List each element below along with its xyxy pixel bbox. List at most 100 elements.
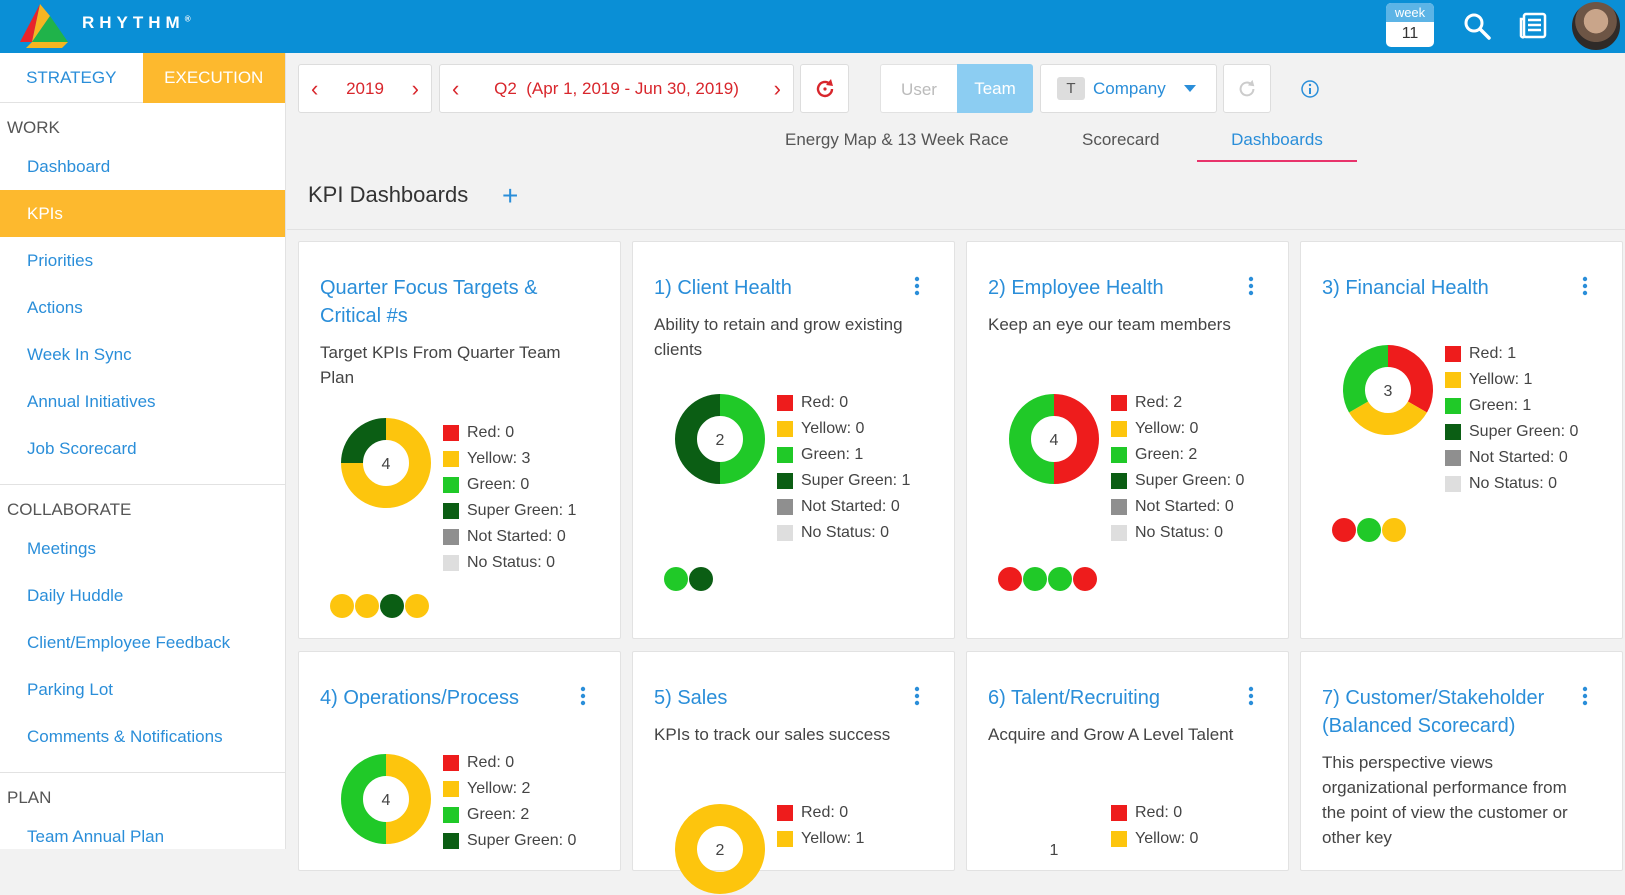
legend-item-green: Green: 0 xyxy=(443,472,576,498)
legend-label: Green: 1 xyxy=(801,446,864,463)
kpi-status-dot[interactable] xyxy=(998,567,1022,591)
dashboard-card: Quarter Focus Targets & Critical #s Targ… xyxy=(298,241,621,639)
card-description: This perspective views organizational pe… xyxy=(1322,753,1568,847)
kpi-status-dot[interactable] xyxy=(1332,518,1356,542)
legend-label: Super Green: 0 xyxy=(1469,423,1579,440)
card-title[interactable]: 5) Sales xyxy=(654,687,728,709)
week-indicator[interactable]: week 11 xyxy=(1386,3,1434,47)
more-vertical-icon[interactable] xyxy=(1248,686,1254,706)
kpi-status-dot[interactable] xyxy=(1023,567,1047,591)
info-icon[interactable] xyxy=(1300,79,1320,99)
sidebar-item-comments-notifications[interactable]: Comments & Notifications xyxy=(27,727,223,746)
card-title[interactable]: 7) Customer/Stakeholder (Balanced Scorec… xyxy=(1322,687,1545,737)
legend-swatch xyxy=(777,421,793,437)
card-title[interactable]: Quarter Focus Targets & Critical #s xyxy=(320,277,538,327)
week-number: 11 xyxy=(1401,25,1419,42)
tab-scorecard[interactable]: Scorecard xyxy=(1082,130,1160,149)
legend-item-yellow: Yellow: 1 xyxy=(777,826,864,852)
sidebar-item-week-in-sync[interactable]: Week In Sync xyxy=(27,345,132,364)
donut-segment-green xyxy=(1343,345,1389,413)
sidebar-item-feedback[interactable]: Client/Employee Feedback xyxy=(27,633,231,652)
legend-item-not-started: Not Started: 0 xyxy=(443,524,576,550)
view-user-button[interactable]: User xyxy=(880,64,957,113)
kpi-status-dot[interactable] xyxy=(355,594,379,618)
tab-dashboards[interactable]: Dashboards xyxy=(1197,130,1357,162)
legend-swatch xyxy=(443,807,459,823)
kpi-status-dot[interactable] xyxy=(330,594,354,618)
dashboard-card: 3) Financial Health 3 Red: 1 Yellow: 1 Gre… xyxy=(1300,241,1623,639)
kpi-status-dot[interactable] xyxy=(689,567,713,591)
user-avatar[interactable] xyxy=(1570,0,1622,52)
legend-item-super-green: Super Green: 1 xyxy=(443,498,576,524)
more-vertical-icon[interactable] xyxy=(580,686,586,706)
kpi-status-dot[interactable] xyxy=(380,594,404,618)
kpi-status-dot[interactable] xyxy=(1073,567,1097,591)
legend-swatch xyxy=(443,477,459,493)
legend-item-not-started: Not Started: 0 xyxy=(777,494,910,520)
sidebar-item-daily-huddle[interactable]: Daily Huddle xyxy=(27,586,124,605)
legend-label: No Status: 0 xyxy=(1469,475,1558,492)
refresh-button[interactable] xyxy=(800,64,849,113)
view-team-button[interactable]: Team xyxy=(957,64,1033,113)
sidebar-item-meetings[interactable]: Meetings xyxy=(27,539,96,558)
kpi-status-dot[interactable] xyxy=(1357,518,1381,542)
sidebar-item-dashboard[interactable]: Dashboard xyxy=(27,157,111,176)
quarter-prev-button[interactable]: ‹ xyxy=(452,75,460,101)
status-donut-chart: 1 xyxy=(1050,842,1059,859)
sidebar-item-kpis[interactable]: KPIs xyxy=(0,190,285,237)
legend-item-yellow: Yellow: 2 xyxy=(443,776,576,802)
add-dashboard-button[interactable]: + xyxy=(502,180,519,211)
rhythm-logo-icon[interactable] xyxy=(18,2,70,48)
tab-energy-map[interactable]: Energy Map & 13 Week Race xyxy=(785,130,1009,149)
kpi-status-dot[interactable] xyxy=(1048,567,1072,591)
donut-segment-super-green xyxy=(341,418,387,464)
more-vertical-icon[interactable] xyxy=(1582,276,1588,296)
status-donut-chart: 3 xyxy=(1343,345,1433,435)
card-title[interactable]: 4) Operations/Process xyxy=(320,687,519,709)
more-vertical-icon[interactable] xyxy=(914,276,920,296)
tab-strategy[interactable]: STRATEGY xyxy=(26,68,117,87)
kpi-status-dot[interactable] xyxy=(1382,518,1406,542)
card-description: Target KPIs From Quarter Team Plan xyxy=(320,343,561,387)
tab-execution[interactable]: EXECUTION xyxy=(142,53,285,103)
sidebar-item-parking-lot[interactable]: Parking Lot xyxy=(27,680,113,699)
kpi-status-dot[interactable] xyxy=(664,567,688,591)
donut-segment-super-green xyxy=(675,394,721,484)
legend-swatch xyxy=(777,831,793,847)
card-title[interactable]: 6) Talent/Recruiting xyxy=(988,687,1160,709)
legend-swatch xyxy=(777,525,793,541)
legend-label: Green: 2 xyxy=(467,806,530,823)
donut-total: 2 xyxy=(716,432,725,449)
legend-label: Green: 1 xyxy=(1469,397,1532,414)
card-title[interactable]: 2) Employee Health xyxy=(988,277,1164,299)
legend-swatch xyxy=(443,451,459,467)
sidebar-item-annual-initiatives[interactable]: Annual Initiatives xyxy=(27,392,156,411)
legend-label: Red: 0 xyxy=(467,754,515,771)
news-icon[interactable] xyxy=(1518,11,1548,41)
dashboard-card: 2) Employee Health Keep an eye our team … xyxy=(966,241,1289,639)
more-vertical-icon[interactable] xyxy=(1248,276,1254,296)
card-title[interactable]: 1) Client Health xyxy=(654,277,792,299)
sidebar-item-actions[interactable]: Actions xyxy=(27,298,83,317)
search-icon[interactable] xyxy=(1462,11,1492,41)
year-next-button[interactable]: › xyxy=(411,75,419,101)
donut-segment-green xyxy=(719,394,765,484)
legend-item-green: Green: 1 xyxy=(1445,393,1578,419)
kpi-status-dots xyxy=(998,567,1097,591)
kpi-status-dot[interactable] xyxy=(405,594,429,618)
year-prev-button[interactable]: ‹ xyxy=(311,75,319,101)
legend-swatch xyxy=(1111,473,1127,489)
dashboard-card: 5) Sales KPIs to track our sales success… xyxy=(632,651,955,894)
sidebar-item-job-scorecard[interactable]: Job Scorecard xyxy=(27,439,137,458)
card-title[interactable]: 3) Financial Health xyxy=(1322,277,1489,299)
quarter-next-button[interactable]: › xyxy=(773,75,781,101)
sidebar-item-priorities[interactable]: Priorities xyxy=(27,251,94,270)
company-badge: T xyxy=(1057,77,1085,100)
legend-item-no-status: No Status: 0 xyxy=(1111,520,1244,546)
more-vertical-icon[interactable] xyxy=(914,686,920,706)
more-vertical-icon[interactable] xyxy=(1582,686,1588,706)
sidebar-item-team-annual-plan[interactable]: Team Annual Plan xyxy=(27,827,165,846)
legend-swatch xyxy=(1445,424,1461,440)
company-dropdown[interactable]: T Company xyxy=(1040,64,1217,113)
sync-button[interactable] xyxy=(1223,64,1271,113)
